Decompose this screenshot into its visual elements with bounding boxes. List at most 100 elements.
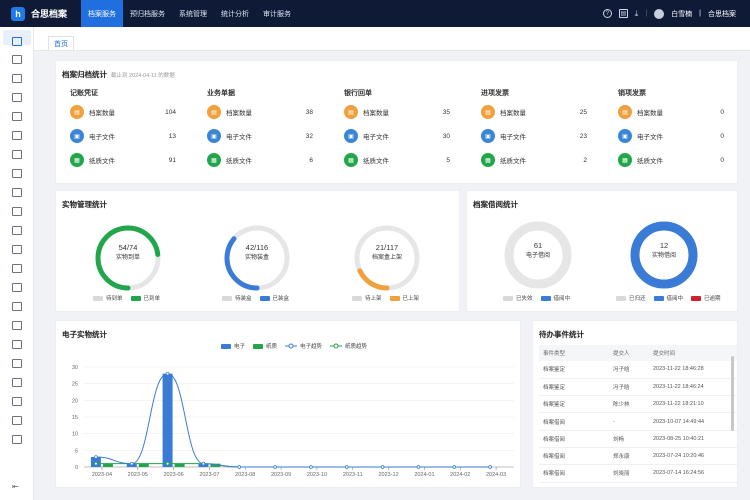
stat-row[interactable]: ▤ 档案数量 35 bbox=[344, 105, 450, 119]
stat-row[interactable]: ▤ 档案数量 38 bbox=[207, 105, 313, 119]
nav-archive-service[interactable]: 档案服务 bbox=[81, 0, 124, 27]
table-cell: 2023-11-22 18:21:10 bbox=[649, 395, 737, 414]
stat-row[interactable]: ▣ 电子文件 23 bbox=[481, 129, 587, 143]
sidebar-archive-box-icon[interactable] bbox=[12, 131, 22, 140]
sidebar-records-icon[interactable] bbox=[12, 302, 22, 311]
legend-item[interactable]: 待到单 bbox=[93, 294, 123, 302]
sidebar-ledger-icon[interactable] bbox=[12, 378, 22, 387]
legend-electronic[interactable]: 电子 bbox=[221, 342, 245, 350]
sidebar-home-icon[interactable] bbox=[12, 37, 22, 46]
stat-row[interactable]: ▤ 档案数量 104 bbox=[70, 105, 176, 119]
nav-system-management[interactable]: 系统管理 bbox=[179, 10, 208, 18]
archive-stats-card: 档案归档统计 截止到 2024-04-11 的数据 记账凭证 ▤ 档案数量 104 ▣ 电子… bbox=[55, 60, 738, 184]
legend-item[interactable]: 借阅中 bbox=[653, 294, 683, 302]
legend-item[interactable]: 待装盒 bbox=[222, 294, 252, 302]
stat-row[interactable]: ▤ 档案数量 25 bbox=[481, 105, 587, 119]
stat-row[interactable]: ▣ 电子文件 30 bbox=[344, 129, 450, 143]
table-row[interactable]: 档案鉴定 冯子晗 2023-11-22 18:46:24 bbox=[539, 378, 737, 397]
collapse-sidebar-icon[interactable]: ⇤ bbox=[12, 482, 19, 491]
stat-label: 纸质文件 bbox=[226, 158, 252, 165]
sidebar-report-icon[interactable] bbox=[12, 264, 22, 273]
stat-row[interactable]: ▦ 纸质文件 6 bbox=[207, 153, 313, 167]
legend-paper[interactable]: 纸质 bbox=[253, 342, 277, 350]
tab-home[interactable]: 首页 bbox=[48, 36, 74, 50]
stat-icon: ▦ bbox=[481, 153, 495, 167]
stat-row[interactable]: ▣ 电子文件 32 bbox=[207, 129, 313, 143]
nav-audit-service[interactable]: 审计服务 bbox=[263, 10, 292, 18]
nav-statistics[interactable]: 统计分析 bbox=[221, 10, 250, 18]
stat-row[interactable]: ▣ 电子文件 0 bbox=[618, 129, 724, 143]
sidebar-identify-icon[interactable] bbox=[12, 169, 22, 178]
electronic-trend-line-point bbox=[452, 465, 457, 469]
borrow-title: 档案借阅统计 bbox=[473, 200, 518, 209]
table-row[interactable]: 档案借阅 -2023-10-07 14:49:44 bbox=[539, 412, 737, 431]
gauge-caption: 实物到单 bbox=[115, 255, 140, 261]
table-row[interactable]: 档案借阅 郑永康 2023-07-24 10:20:46 bbox=[539, 447, 737, 466]
legend-item[interactable]: 已归还 bbox=[616, 294, 646, 302]
sidebar-borrow-icon[interactable] bbox=[12, 150, 22, 159]
avatar[interactable] bbox=[654, 8, 665, 19]
user-name[interactable]: 白雪楠 bbox=[671, 10, 693, 18]
table-row[interactable]: 档案借阅 刘畅 2023-08-25 10:40:21 bbox=[539, 430, 737, 448]
sidebar-catalog-icon[interactable] bbox=[12, 226, 22, 235]
legend-item[interactable]: 已装盒 bbox=[259, 294, 289, 302]
legend-item[interactable]: 已到单 bbox=[130, 294, 160, 302]
legend-item[interactable]: 待上架 bbox=[352, 294, 382, 302]
col-submitter: 提交人 bbox=[609, 345, 649, 361]
legend-electronic-trend[interactable]: 电子趋势 bbox=[285, 342, 322, 350]
table-cell: - bbox=[609, 412, 649, 431]
sidebar-document-icon[interactable] bbox=[12, 55, 22, 64]
stat-value: 0 bbox=[720, 108, 724, 116]
electronic-trend-line-point bbox=[129, 461, 134, 466]
table-cell: 2023-07-24 10:20:46 bbox=[649, 447, 737, 466]
sidebar-transfer-icon[interactable] bbox=[12, 188, 22, 197]
sidebar-settings-b-icon[interactable] bbox=[12, 340, 22, 349]
physical-gauges bbox=[95, 225, 420, 291]
donut-legend: 已失效 借阅中 bbox=[503, 294, 570, 302]
download-icon[interactable]: ⤓ bbox=[634, 8, 639, 18]
legend-paper-trend[interactable]: 纸质趋势 bbox=[330, 342, 367, 350]
stat-row[interactable]: ▦ 纸质文件 2 bbox=[481, 153, 587, 167]
stat-label: 纸质文件 bbox=[89, 158, 115, 165]
stat-value: 35 bbox=[442, 108, 450, 116]
sidebar-destroy-icon[interactable] bbox=[12, 207, 22, 216]
table-row[interactable]: 档案借阅 刘晓丽 2023-07-14 16:24:56 bbox=[539, 464, 737, 483]
column-title: 进项发票 bbox=[481, 90, 509, 97]
sidebar-archive-list-icon[interactable] bbox=[12, 74, 22, 83]
todo-scrollbar[interactable] bbox=[731, 356, 734, 431]
legend-item[interactable]: 已上架 bbox=[389, 294, 419, 302]
stat-label: 电子文件 bbox=[89, 134, 115, 141]
sidebar-collect-icon[interactable] bbox=[12, 93, 22, 102]
sidebar-search-icon[interactable] bbox=[12, 245, 22, 254]
stat-label: 纸质文件 bbox=[500, 158, 526, 165]
table-cell: 郑永康 bbox=[609, 447, 649, 466]
stat-icon: ▤ bbox=[481, 105, 495, 119]
nav-prearchive-service[interactable]: 预归档服务 bbox=[130, 10, 166, 18]
stat-row[interactable]: ▦ 纸质文件 91 bbox=[70, 153, 176, 167]
y-tick-label: 25 bbox=[72, 382, 78, 388]
sidebar-settings-a-icon[interactable] bbox=[12, 321, 22, 330]
stat-label: 档案数量 bbox=[226, 110, 252, 117]
sidebar-tasks-icon[interactable] bbox=[12, 283, 22, 292]
col-event-type: 事件类型 bbox=[539, 345, 609, 361]
table-row[interactable]: 档案鉴定 陈少林 2023-11-22 18:21:10 bbox=[539, 395, 737, 414]
sidebar-folder-icon[interactable] bbox=[12, 397, 22, 406]
stat-row[interactable]: ▣ 电子文件 13 bbox=[70, 129, 176, 143]
help-icon[interactable]: ? bbox=[602, 9, 612, 18]
sidebar-organize-icon[interactable] bbox=[12, 112, 22, 121]
stat-row[interactable]: ▦ 纸质文件 5 bbox=[344, 153, 450, 167]
paper-trend-line-point bbox=[94, 461, 98, 466]
sidebar-user-icon[interactable] bbox=[12, 435, 22, 444]
stat-row[interactable]: ▤ 档案数量 0 bbox=[618, 105, 724, 119]
table-row[interactable]: 档案鉴定 冯子晗 2023-11-22 18:46:28 bbox=[539, 361, 737, 379]
print-icon[interactable]: ▤ bbox=[618, 9, 628, 18]
user-org[interactable]: 合思档案 bbox=[708, 10, 736, 18]
bar-electronic bbox=[162, 373, 173, 467]
legend-item[interactable]: 已逾期 bbox=[691, 294, 721, 302]
sidebar-storage-icon[interactable] bbox=[12, 416, 22, 425]
legend-item[interactable]: 借阅中 bbox=[540, 294, 570, 302]
table-cell: 2023-07-14 16:24:56 bbox=[649, 464, 737, 483]
stat-row[interactable]: ▦ 纸质文件 0 bbox=[618, 153, 724, 167]
legend-item[interactable]: 已失效 bbox=[503, 294, 533, 302]
sidebar-settings-c-icon[interactable] bbox=[12, 359, 22, 368]
